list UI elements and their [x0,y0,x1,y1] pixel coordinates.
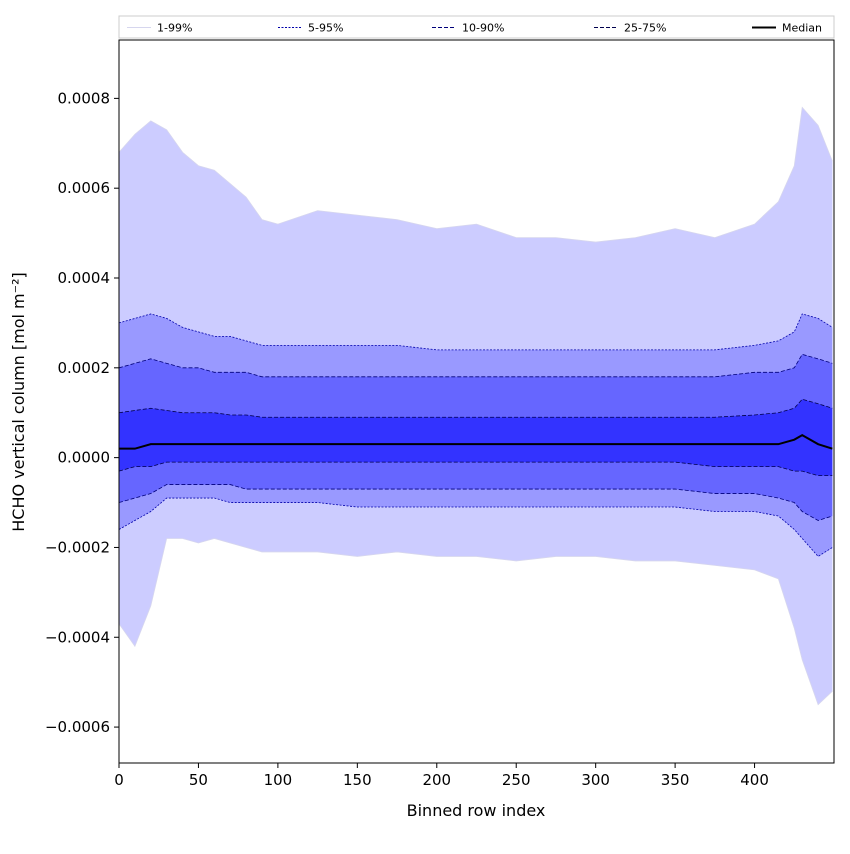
y-tick-label: 0.0000 [58,449,111,467]
legend-label: Median [782,22,822,35]
plot-frame [118,39,835,764]
axes [118,39,835,764]
x-tick-label: 0 [114,771,124,789]
legend-label: 1-99% [157,22,192,35]
y-tick-label: 0.0002 [58,359,111,377]
median-layer [119,434,833,450]
band-lower-line-1-99% [118,538,833,706]
legend-label: 5-95% [308,22,343,35]
band-lower-line-25-75% [118,461,833,476]
band-lower-line-10-90% [118,484,833,521]
legend-label: 25-75% [624,22,666,35]
x-tick-label: 200 [422,771,451,789]
legend-box [118,15,835,39]
y-tick-label: −0.0004 [45,628,110,646]
legend-label: 10-90% [462,22,504,35]
x-tick-label: 100 [264,771,293,789]
y-tick-label: −0.0006 [45,718,110,736]
x-axis-label: Binned row index [407,801,546,820]
band-lower-line-5-95% [118,497,833,557]
y-tick-label: 0.0004 [58,269,111,287]
x-tick-label: 50 [189,771,208,789]
legend: 1-99% 5-95% 10-90% 25-75% Median [118,15,835,39]
x-tick-label: 300 [581,771,610,789]
plot-area [118,106,833,706]
y-axis-label: HCHO vertical column [mol m⁻²] [9,272,28,531]
x-tick-label: 150 [343,771,372,789]
band-upper-line-10-90% [118,353,833,378]
y-tick-label: 0.0008 [58,89,111,107]
y-axis-ticks: −0.0006 −0.0004 −0.0002 0.0000 0.0002 0.0004 0… [45,89,119,736]
x-tick-label: 250 [502,771,531,789]
band-upper-line-1-99% [118,106,833,243]
x-axis-ticks: 0 50 100 150 200 250 300 350 400 [114,763,769,789]
band-upper-line-5-95% [118,313,833,351]
x-tick-label: 400 [740,771,769,789]
percentile-bands [119,107,833,705]
y-tick-label: 0.0006 [58,179,111,197]
percentile-lines [118,106,833,706]
band-upper-line-25-75% [118,398,833,418]
band-25-75% [119,399,833,476]
series-line-median [119,434,833,450]
y-tick-label: −0.0002 [45,538,110,556]
x-tick-label: 350 [661,771,690,789]
